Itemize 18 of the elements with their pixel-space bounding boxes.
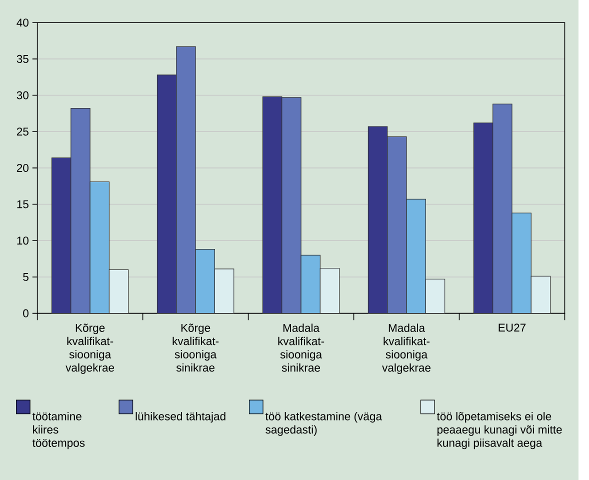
y-tick-label: 20 <box>16 164 28 172</box>
x-tick-label: Madala kvalifikat-siooniga sinikrae <box>278 324 324 372</box>
y-tick-label: 10 <box>17 236 28 244</box>
y-tick-label: 30 <box>16 91 28 100</box>
legend-label: töö katkestamine (väga sagedasti) <box>265 412 382 436</box>
y-tick-label: 5 <box>23 272 28 281</box>
y-tick-label: 0 <box>23 309 28 318</box>
x-tick-label: Kõrge kvalifikat-siooniga valgekrae <box>66 324 114 374</box>
legend-label: töö lõpetamiseks ei ole peaaegu kunagi või mitte kunagi piisavalt aega <box>436 412 562 449</box>
x-tick-label: Madala kvalifikat-siooniga valgekrae <box>382 324 430 374</box>
legend-label: lühikesed tähtajad <box>136 412 226 422</box>
x-tick-label: EU27 <box>498 324 526 332</box>
y-tick-label: 25 <box>16 127 28 136</box>
y-tick-label: 15 <box>17 200 28 208</box>
legend-label: töötamine kiires töötempos <box>32 412 85 449</box>
y-tick-label: 35 <box>16 54 28 63</box>
x-tick-label: Kõrge kvalifikat-siooniga sinikrae <box>172 324 219 372</box>
y-tick-label: 40 <box>16 18 28 26</box>
